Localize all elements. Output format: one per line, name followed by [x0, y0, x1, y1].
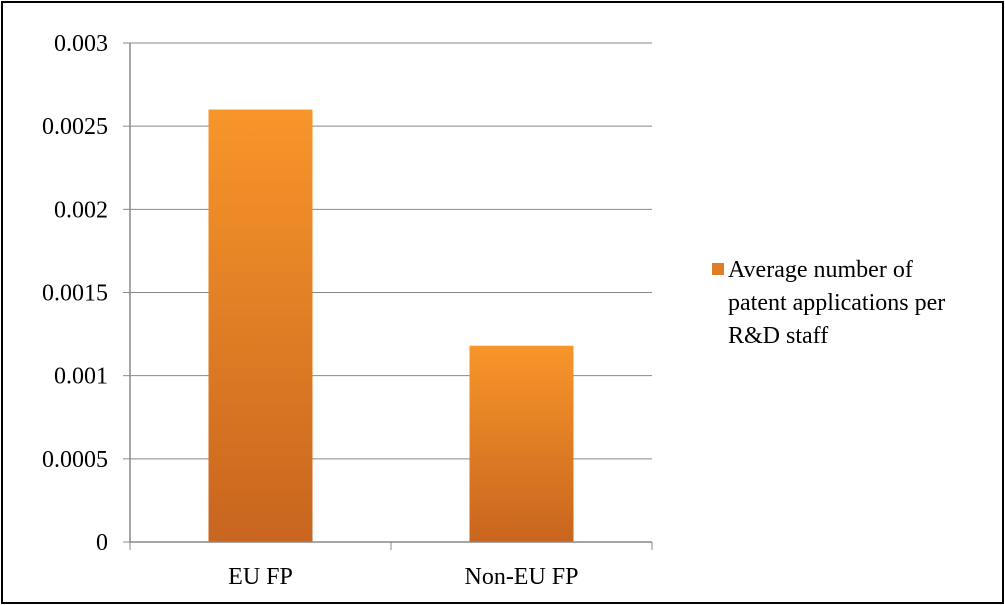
y-tick-label: 0.001: [54, 364, 108, 390]
y-tick-label: 0.0005: [42, 447, 108, 473]
y-tick-label: 0: [96, 530, 108, 556]
y-tick-label: 0.002: [54, 197, 108, 223]
y-tick-label: 0.0015: [42, 281, 108, 307]
legend-swatch: [712, 263, 724, 275]
legend-label: patent applications per: [728, 290, 945, 316]
y-tick-label: 0.003: [54, 31, 108, 57]
axes: [123, 42, 653, 550]
y-tick-label: 0.0025: [42, 114, 108, 140]
labels: 0 0.0005 0.001 0.0015 0.002 0.0025 0.003 EU FP N…: [42, 31, 579, 590]
x-tick-label: EU FP: [228, 564, 293, 590]
bar-eu-fp: [208, 109, 313, 543]
bar-non-eu-fp: [469, 345, 574, 542]
bars: [208, 109, 574, 543]
legend: Average number of patent applications per…: [712, 257, 945, 349]
x-tick-label: Non-EU FP: [464, 564, 578, 590]
legend-label: Average number of: [728, 257, 913, 283]
legend-label: R&D staff: [728, 323, 828, 349]
